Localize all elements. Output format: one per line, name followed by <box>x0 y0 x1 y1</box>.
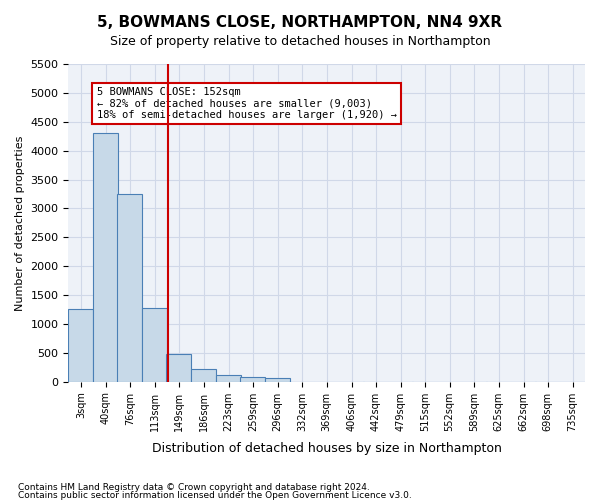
Bar <box>142 308 167 382</box>
Bar <box>166 354 191 382</box>
Bar <box>265 378 290 382</box>
Bar <box>241 378 265 382</box>
Bar <box>216 376 241 382</box>
Bar <box>118 194 142 382</box>
Text: Size of property relative to detached houses in Northampton: Size of property relative to detached ho… <box>110 35 490 48</box>
Text: Contains HM Land Registry data © Crown copyright and database right 2024.: Contains HM Land Registry data © Crown c… <box>18 484 370 492</box>
Text: 5 BOWMANS CLOSE: 152sqm
← 82% of detached houses are smaller (9,003)
18% of semi: 5 BOWMANS CLOSE: 152sqm ← 82% of detache… <box>97 87 397 120</box>
Bar <box>191 369 216 382</box>
Text: 5, BOWMANS CLOSE, NORTHAMPTON, NN4 9XR: 5, BOWMANS CLOSE, NORTHAMPTON, NN4 9XR <box>97 15 503 30</box>
Bar <box>93 134 118 382</box>
X-axis label: Distribution of detached houses by size in Northampton: Distribution of detached houses by size … <box>152 442 502 455</box>
Y-axis label: Number of detached properties: Number of detached properties <box>15 135 25 310</box>
Bar <box>68 310 93 382</box>
Text: Contains public sector information licensed under the Open Government Licence v3: Contains public sector information licen… <box>18 491 412 500</box>
